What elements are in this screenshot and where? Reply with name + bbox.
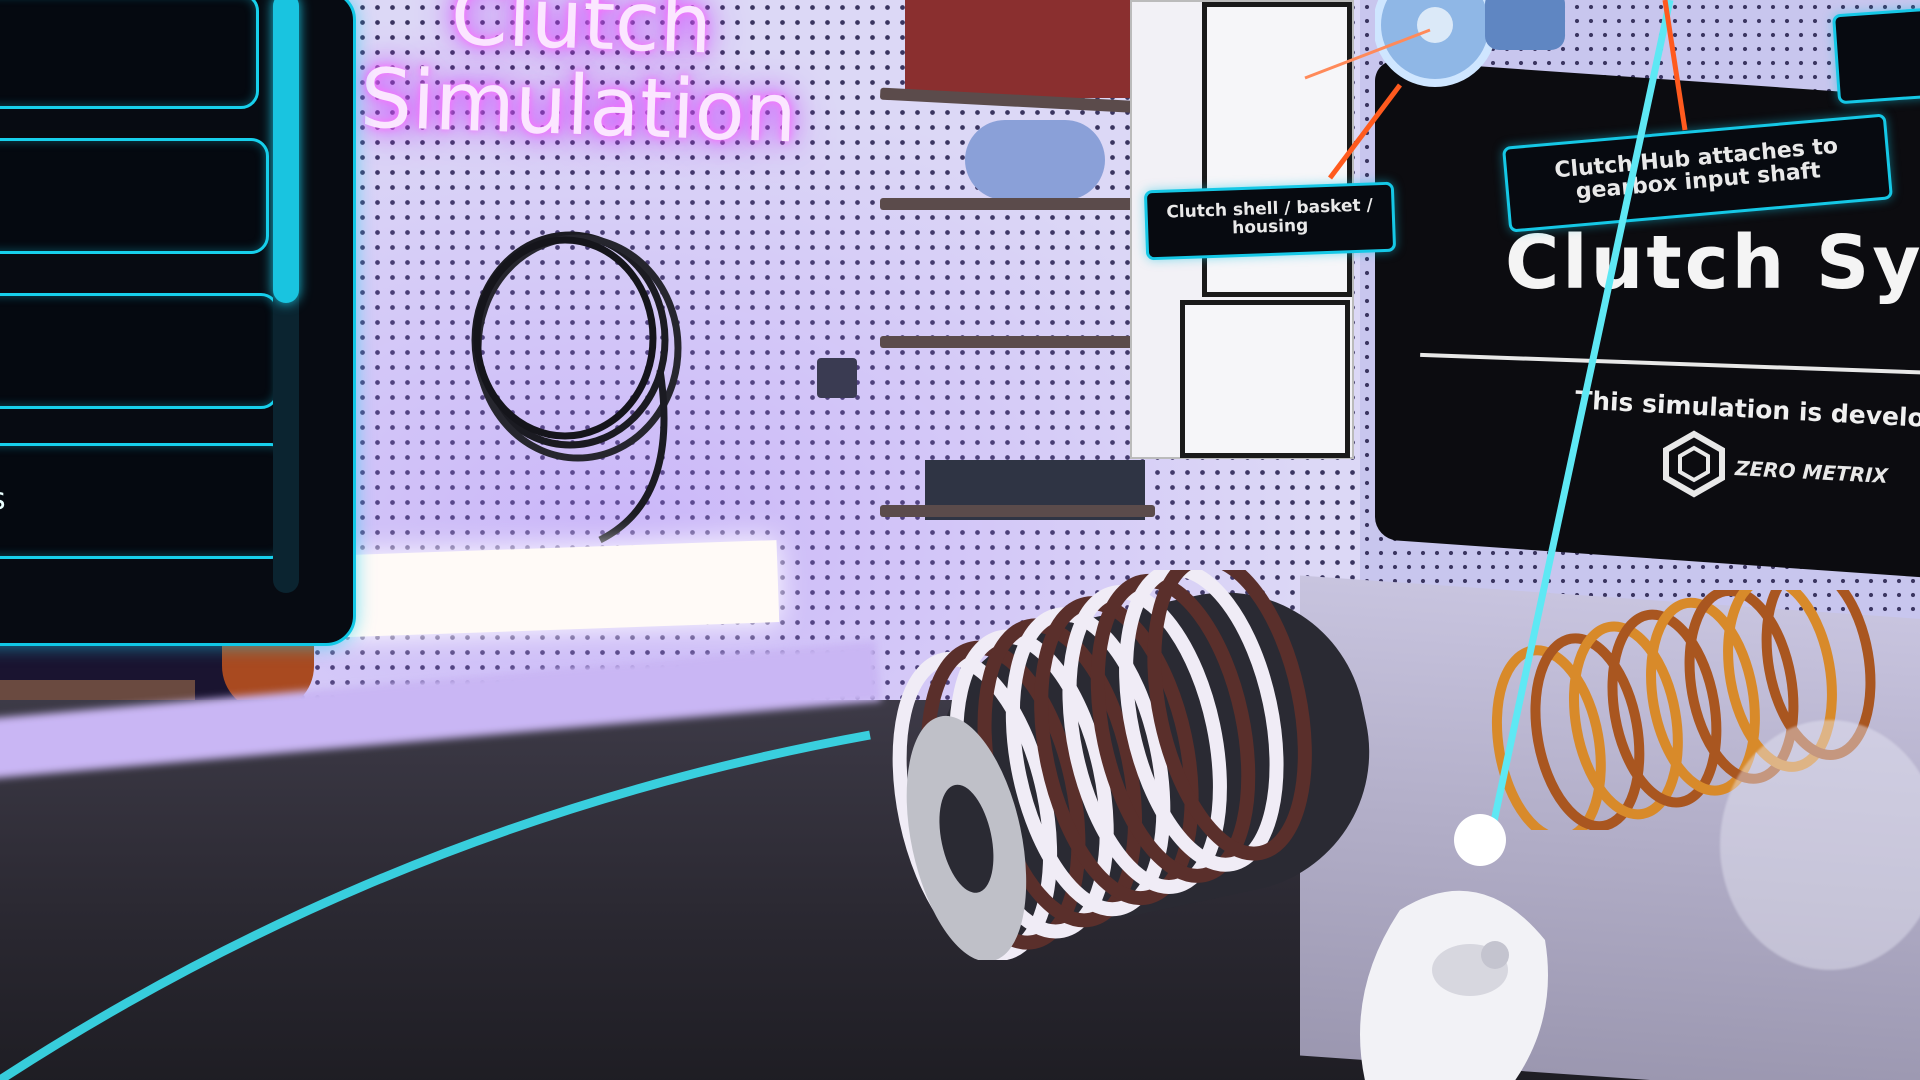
menu-button-label: s [0, 482, 6, 517]
ghost-drum-model[interactable] [1720, 720, 1920, 970]
shelf [880, 336, 1145, 348]
cabinet-door-bottom [1180, 300, 1350, 458]
bench-grinder [965, 120, 1105, 200]
menu-button-3[interactable] [0, 293, 279, 409]
menu-panel: s [0, 0, 356, 646]
cable-coil [471, 231, 682, 544]
shelf [880, 198, 1145, 210]
menu-button-1[interactable] [0, 0, 259, 109]
clutch-hub-gear-model[interactable] [1375, 0, 1575, 120]
wall-socket [817, 358, 857, 398]
red-toolbox [905, 0, 1135, 98]
vr-controller [1360, 814, 1548, 1080]
shelf [880, 505, 1155, 517]
menu-scrollbar-thumb[interactable] [273, 0, 299, 303]
info-board-title: Clutch Sy [1505, 220, 1920, 306]
zero-metrix-logo-icon [1663, 430, 1725, 498]
clutch-assembly-model[interactable] [860, 570, 1430, 960]
menu-button-2[interactable] [0, 138, 269, 254]
